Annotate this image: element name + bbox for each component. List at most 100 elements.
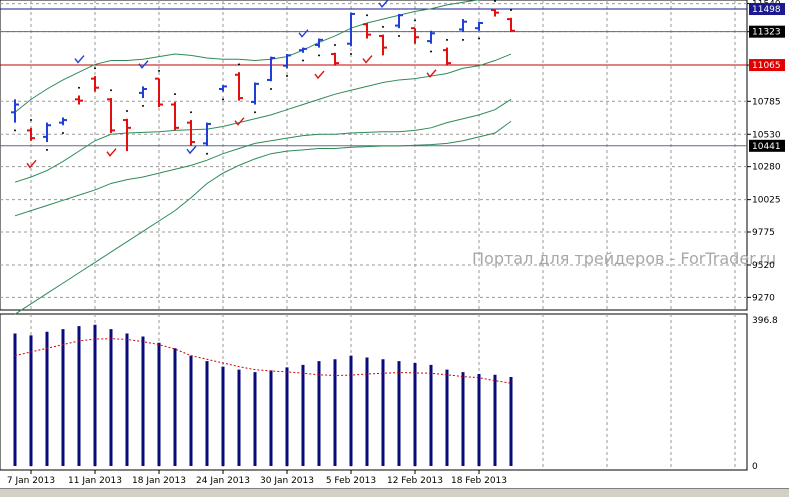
ohlc-bar-25 bbox=[411, 19, 419, 44]
signal-check-4 bbox=[186, 145, 197, 155]
stop-dot bbox=[270, 88, 272, 90]
price-tick-label-3: 10785 bbox=[752, 97, 781, 107]
date-label-2: 18 Jan 2013 bbox=[132, 476, 186, 486]
price-label-0: 11498 bbox=[752, 5, 781, 15]
ohlc-bar-31 bbox=[507, 9, 515, 33]
stop-dot bbox=[302, 59, 304, 62]
price-tick-label-8: 9520 bbox=[752, 261, 775, 271]
stop-dot bbox=[62, 132, 64, 134]
horizontal-lines bbox=[0, 8, 747, 147]
ohlc-bar-0 bbox=[11, 99, 19, 132]
envelope-lower-line bbox=[14, 98, 512, 217]
stop-dot bbox=[174, 93, 176, 96]
ohlc-bar-23 bbox=[379, 25, 387, 56]
ohlc-bar-18 bbox=[299, 47, 307, 62]
volume-axis: 396.80 bbox=[752, 316, 778, 472]
ohlc-bar-24 bbox=[395, 13, 403, 37]
stop-dot bbox=[222, 98, 224, 101]
price-tick-label-9: 9270 bbox=[752, 293, 775, 303]
ohlc-bar-5 bbox=[91, 67, 99, 92]
stop-dot bbox=[462, 38, 464, 41]
ohlc-bar-26 bbox=[427, 30, 435, 53]
stop-dot bbox=[158, 69, 160, 72]
ohlc-bar-15 bbox=[251, 82, 259, 114]
date-label-0: 7 Jan 2013 bbox=[7, 476, 55, 486]
price-label-box-0 bbox=[749, 3, 785, 16]
ohlc-bar-22 bbox=[363, 14, 371, 39]
signal-check-3 bbox=[138, 60, 149, 69]
price-label-3: 10441 bbox=[752, 142, 781, 152]
volume-tick-label-0: 396.8 bbox=[752, 316, 778, 326]
price-label-box-3 bbox=[749, 139, 785, 152]
price-label-2: 11065 bbox=[752, 61, 781, 71]
stop-dot bbox=[366, 14, 368, 17]
signal-check-1 bbox=[74, 55, 85, 64]
stop-dot bbox=[30, 119, 32, 122]
ohlc-bar-21 bbox=[347, 12, 355, 56]
volume-ma-line bbox=[14, 338, 512, 384]
price-tick-label-6: 10025 bbox=[752, 196, 781, 206]
main-panel bbox=[0, 0, 748, 311]
date-label-1: 11 Jan 2013 bbox=[68, 476, 122, 486]
ohlc-bar-4 bbox=[75, 86, 83, 105]
stop-dot bbox=[110, 89, 112, 92]
date-label-5: 5 Feb 2013 bbox=[326, 476, 376, 486]
date-label-7: 18 Feb 2013 bbox=[451, 476, 507, 486]
stop-dot bbox=[190, 111, 192, 114]
ohlc-bar-30 bbox=[491, 0, 499, 17]
watermark: Портал для трейдеров - ForTrader.ru bbox=[472, 249, 776, 268]
signal-check-7 bbox=[314, 70, 325, 80]
ohlc-bar-8 bbox=[139, 86, 147, 107]
stop-dot bbox=[398, 34, 400, 37]
stop-dot bbox=[430, 50, 432, 53]
ohlc-bar-6 bbox=[107, 89, 115, 133]
stop-dot bbox=[142, 104, 144, 107]
ohlc-bar-9 bbox=[155, 69, 163, 108]
price-tick-label-5: 10280 bbox=[752, 163, 781, 173]
date-axis: 7 Jan 2013 11 Jan 2013 18 Jan 2013 24 Jan 2… bbox=[7, 470, 507, 486]
stop-dot bbox=[238, 63, 240, 66]
stop-dot bbox=[334, 44, 336, 46]
envelope-long-line bbox=[14, 120, 512, 315]
ohlc-bar-1 bbox=[27, 119, 35, 141]
stop-dot bbox=[318, 54, 320, 57]
date-label-4: 30 Jan 2013 bbox=[260, 476, 314, 486]
price-label-1: 11323 bbox=[752, 28, 781, 38]
stop-dot bbox=[350, 53, 352, 56]
ohlc-bar-16 bbox=[267, 56, 275, 90]
ohlc-bar-10 bbox=[171, 93, 179, 131]
envelope-upper-line bbox=[14, 0, 481, 113]
price-label-box-1 bbox=[749, 25, 785, 38]
ohlc-bar-2 bbox=[43, 122, 51, 151]
stop-dot bbox=[446, 38, 448, 41]
stop-dot bbox=[14, 129, 16, 132]
ohlc-bar-17 bbox=[283, 54, 291, 78]
date-label-6: 12 Feb 2013 bbox=[387, 476, 443, 486]
stop-dot bbox=[414, 19, 416, 22]
price-tick-label-4: 10530 bbox=[752, 130, 781, 140]
price-axis: 1154010785105301028010025977595209270114… bbox=[747, 0, 785, 303]
envelope-middle-line bbox=[14, 53, 512, 183]
ohlc-bar-3 bbox=[59, 117, 67, 134]
volume-panel bbox=[0, 313, 748, 471]
chart-tabs-strip[interactable] bbox=[0, 488, 789, 497]
volume-bars bbox=[13, 324, 513, 466]
ohlc-bar-12 bbox=[203, 122, 211, 155]
date-label-3: 24 Jan 2013 bbox=[196, 476, 250, 486]
ohlc-bar-14 bbox=[235, 63, 243, 101]
stop-dot bbox=[494, 0, 496, 2]
stop-dot bbox=[382, 25, 384, 28]
ohlc-bar-28 bbox=[459, 19, 467, 41]
volume-tick-label-1: 0 bbox=[752, 462, 758, 472]
price-label-box-2 bbox=[749, 59, 785, 72]
stop-dot bbox=[46, 148, 48, 151]
price-tick-label-7: 9775 bbox=[752, 228, 775, 238]
signal-check-2 bbox=[106, 148, 117, 157]
signal-check-8 bbox=[362, 55, 373, 64]
ohlc-bar-20 bbox=[331, 44, 339, 66]
stop-dot bbox=[206, 152, 208, 155]
stop-dot bbox=[286, 75, 288, 78]
signal-check-9 bbox=[378, 0, 389, 9]
ohlc-bar-29 bbox=[475, 21, 483, 40]
